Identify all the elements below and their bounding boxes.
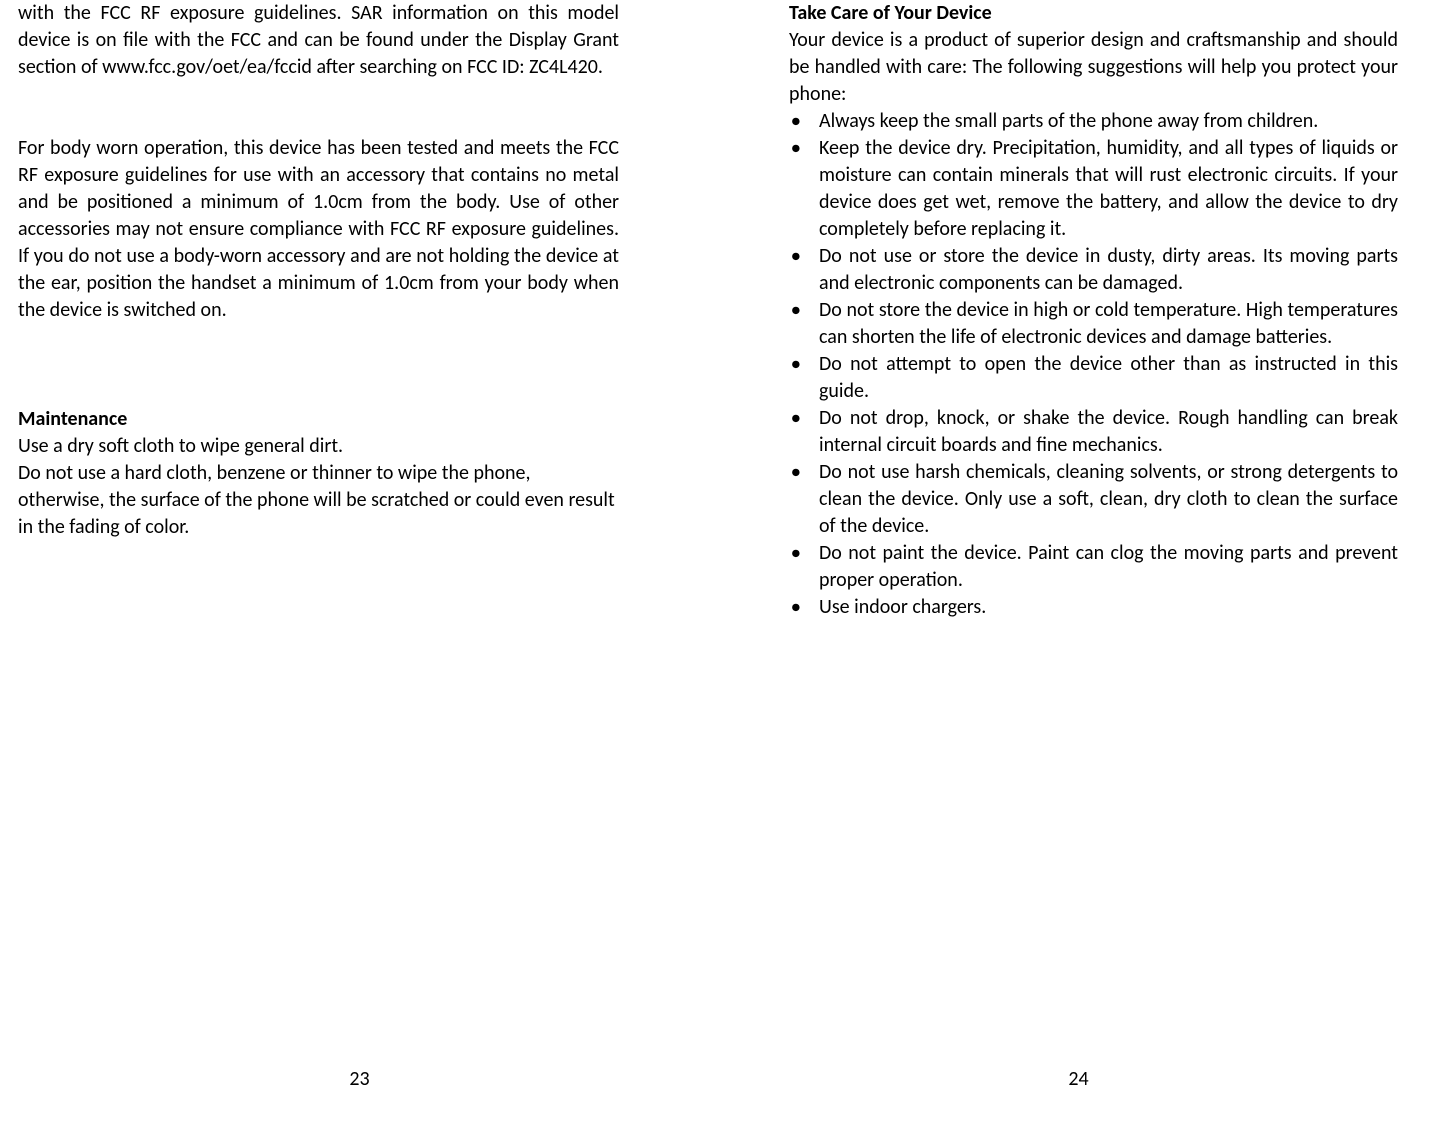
paragraph: For body worn operation, this device has… [18, 135, 619, 324]
list-item: Do not attempt to open the device other … [789, 351, 1398, 405]
paragraph: with the FCC RF exposure guidelines. SAR… [18, 0, 619, 81]
right-content: Take Care of Your Device Your device is … [789, 0, 1398, 621]
paragraph: Your device is a product of superior des… [789, 27, 1398, 108]
list-item: Do not store the device in high or cold … [789, 297, 1398, 351]
list-item: Do not paint the device. Paint can clog … [789, 540, 1398, 594]
heading-maintenance: Maintenance [18, 406, 619, 433]
list-item: Use indoor chargers. [789, 594, 1398, 621]
heading-take-care: Take Care of Your Device [789, 0, 1398, 27]
list-item: Do not drop, knock, or shake the device.… [789, 405, 1398, 459]
list-item: Do not use or store the device in dusty,… [789, 243, 1398, 297]
page-number: 23 [0, 1067, 719, 1091]
page-right: Take Care of Your Device Your device is … [719, 0, 1438, 1121]
list-item: Keep the device dry. Precipitation, humi… [789, 135, 1398, 243]
paragraph: Use a dry soft cloth to wipe general dir… [18, 433, 619, 460]
list-item: Do not use harsh chemicals, cleaning sol… [789, 459, 1398, 540]
page-number: 24 [719, 1067, 1438, 1091]
page-left: with the FCC RF exposure guidelines. SAR… [0, 0, 719, 1121]
paragraph: Do not use a hard cloth, benzene or thin… [18, 460, 619, 541]
list-item: Always keep the small parts of the phone… [789, 108, 1398, 135]
bullet-list: Always keep the small parts of the phone… [789, 108, 1398, 621]
left-content: with the FCC RF exposure guidelines. SAR… [18, 0, 619, 541]
